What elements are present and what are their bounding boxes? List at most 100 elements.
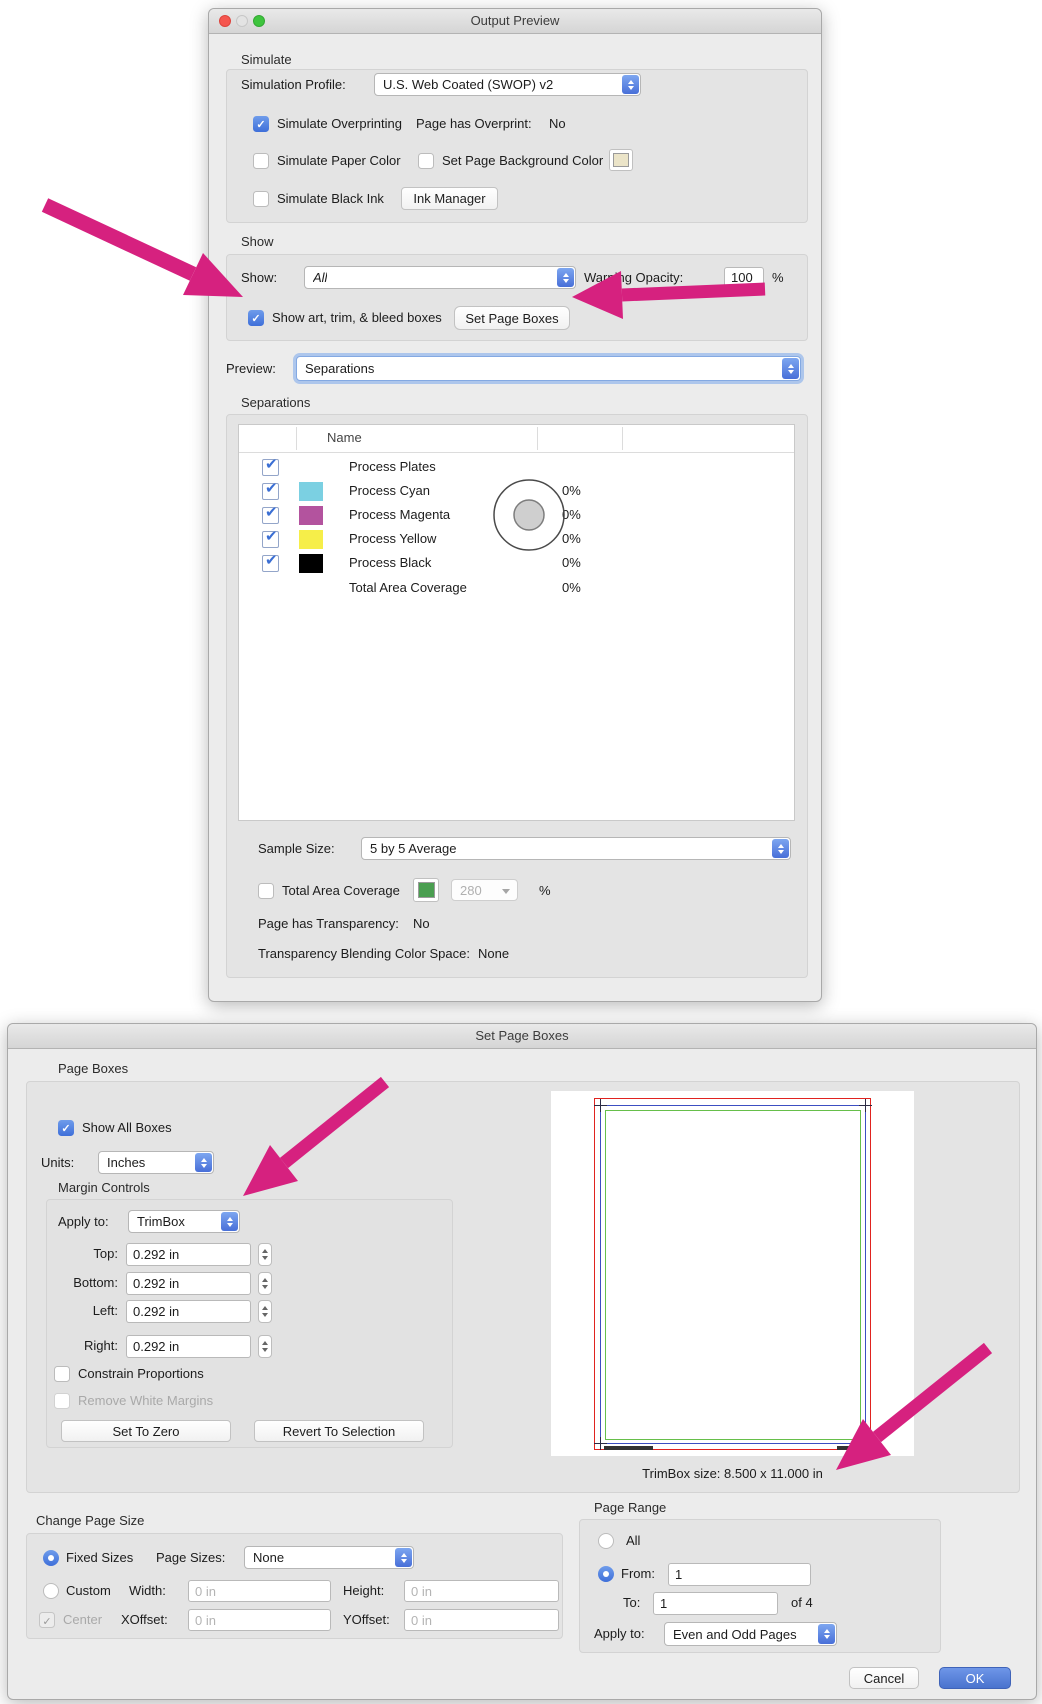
custom-radio[interactable] [43, 1583, 59, 1599]
minimize-button[interactable] [236, 15, 248, 27]
fixed-sizes-label: Fixed Sizes [66, 1550, 134, 1565]
simulate-paper-color-checkbox[interactable] [253, 153, 269, 169]
page-footer-text-artifact [604, 1446, 653, 1450]
fixed-sizes-radio[interactable] [43, 1550, 59, 1566]
cancel-button[interactable]: Cancel [849, 1667, 919, 1689]
margin-top-stepper[interactable] [258, 1243, 272, 1266]
plate-name: Process Magenta [349, 507, 451, 522]
dropdown-stepper-icon [195, 1153, 212, 1172]
simulate-overprinting-checkbox[interactable] [253, 116, 269, 132]
margin-right-input[interactable] [126, 1335, 251, 1358]
height-input[interactable] [404, 1580, 559, 1602]
bleed-box-outline [600, 1105, 866, 1444]
show-section-label: Show [241, 234, 274, 249]
set-to-zero-button[interactable]: Set To Zero [61, 1420, 231, 1442]
close-button[interactable] [219, 15, 231, 27]
tac-warning-color-swatch[interactable] [413, 878, 439, 902]
set-page-background-color-label: Set Page Background Color [442, 153, 604, 168]
margin-top-label: Top: [93, 1246, 118, 1261]
show-art-trim-bleed-checkbox[interactable] [248, 310, 264, 326]
revert-to-selection-button[interactable]: Revert To Selection [254, 1420, 424, 1442]
plate-visibility-checkbox[interactable] [262, 455, 279, 476]
margin-right-label: Right: [84, 1338, 118, 1353]
table-column-divider [537, 427, 538, 450]
remove-white-margins-checkbox [54, 1393, 70, 1409]
xoffset-label: XOffset: [121, 1612, 168, 1627]
units-select[interactable]: Inches [98, 1151, 214, 1174]
margin-bottom-stepper[interactable] [258, 1272, 272, 1295]
plate-coverage: 0% [562, 483, 581, 498]
ink-color-swatch [299, 482, 323, 501]
center-label: Center [63, 1612, 103, 1627]
warning-opacity-input[interactable] [724, 267, 764, 288]
simulation-profile-select[interactable]: U.S. Web Coated (SWOP) v2 [374, 73, 641, 96]
sample-cursor-icon [493, 479, 565, 551]
show-label: Show: [241, 270, 278, 285]
plate-visibility-checkbox[interactable] [262, 479, 279, 500]
sample-size-select[interactable]: 5 by 5 Average [361, 837, 791, 860]
plate-visibility-checkbox[interactable] [262, 551, 279, 572]
plate-visibility-checkbox[interactable] [262, 527, 279, 548]
ink-manager-button[interactable]: Ink Manager [401, 187, 498, 210]
page-range-to-input[interactable] [653, 1592, 778, 1615]
color-swatch [417, 882, 435, 898]
margin-left-stepper[interactable] [258, 1300, 272, 1323]
yoffset-input[interactable] [404, 1609, 559, 1631]
constrain-proportions-label: Constrain Proportions [78, 1366, 204, 1381]
change-page-size-section-label: Change Page Size [36, 1513, 145, 1528]
simulation-profile-label: Simulation Profile: [241, 77, 346, 92]
page-preview [551, 1091, 914, 1456]
zoom-button[interactable] [253, 15, 265, 27]
warning-opacity-label: Warning Opacity: [584, 270, 684, 285]
page-sizes-select[interactable]: None [244, 1546, 414, 1569]
show-all-boxes-checkbox[interactable] [58, 1120, 74, 1136]
simulate-paper-color-label: Simulate Paper Color [277, 153, 401, 168]
page-has-overprint-label: Page has Overprint: [416, 116, 532, 131]
show-all-boxes-label: Show All Boxes [82, 1120, 172, 1135]
margin-top-input[interactable] [126, 1243, 251, 1266]
margin-controls-group [46, 1199, 453, 1448]
trim-box-outline [605, 1110, 861, 1440]
margin-bottom-input[interactable] [126, 1272, 251, 1295]
window-title: Set Page Boxes [475, 1028, 569, 1043]
ink-color-swatch [299, 506, 323, 525]
show-select[interactable]: All [304, 266, 576, 289]
plate-visibility-checkbox[interactable] [262, 503, 279, 524]
page-background-color-swatch[interactable] [609, 149, 633, 171]
dropdown-stepper-icon [772, 839, 789, 858]
set-page-boxes-button[interactable]: Set Page Boxes [454, 306, 570, 330]
page-range-of-label: of 4 [791, 1595, 813, 1610]
separations-table: Name Process Plates Process Cyan 0% Proc… [238, 424, 795, 821]
apply-to-label: Apply to: [58, 1214, 109, 1229]
separation-row: Process Magenta 0% [239, 503, 794, 527]
page-range-from-label: From: [621, 1566, 655, 1581]
name-column-header[interactable]: Name [327, 430, 362, 445]
constrain-proportions-checkbox[interactable] [54, 1366, 70, 1382]
simulate-black-ink-checkbox[interactable] [253, 191, 269, 207]
plate-coverage: 0% [562, 580, 581, 595]
total-area-coverage-checkbox[interactable] [258, 883, 274, 899]
apply-to-select[interactable]: TrimBox [128, 1210, 240, 1233]
page-range-from-radio[interactable] [598, 1566, 614, 1582]
plate-coverage: 0% [562, 507, 581, 522]
separation-row: Process Plates [239, 455, 794, 479]
page-range-from-input[interactable] [668, 1563, 811, 1586]
margin-left-input[interactable] [126, 1300, 251, 1323]
crop-mark [865, 1099, 866, 1112]
trimbox-size-readout: TrimBox size: 8.500 x 11.000 in [642, 1466, 823, 1481]
height-label: Height: [343, 1583, 385, 1598]
show-art-trim-bleed-label: Show art, trim, & bleed boxes [272, 310, 442, 325]
plate-coverage: 0% [562, 531, 581, 546]
xoffset-input[interactable] [188, 1609, 331, 1631]
width-input[interactable] [188, 1580, 331, 1602]
page-range-section-label: Page Range [594, 1500, 667, 1515]
page-range-apply-to-select[interactable]: Even and Odd Pages [664, 1622, 837, 1646]
total-area-coverage-label: Total Area Coverage [282, 883, 400, 898]
preview-select[interactable]: Separations [296, 356, 801, 381]
margin-right-stepper[interactable] [258, 1335, 272, 1358]
ok-button[interactable]: OK [939, 1667, 1011, 1689]
page-footer-text-artifact [837, 1446, 856, 1450]
set-page-background-color-checkbox[interactable] [418, 153, 434, 169]
set-page-boxes-window: Set Page Boxes Page Boxes Show All Boxes… [7, 1023, 1037, 1700]
page-range-all-radio[interactable] [598, 1533, 614, 1549]
